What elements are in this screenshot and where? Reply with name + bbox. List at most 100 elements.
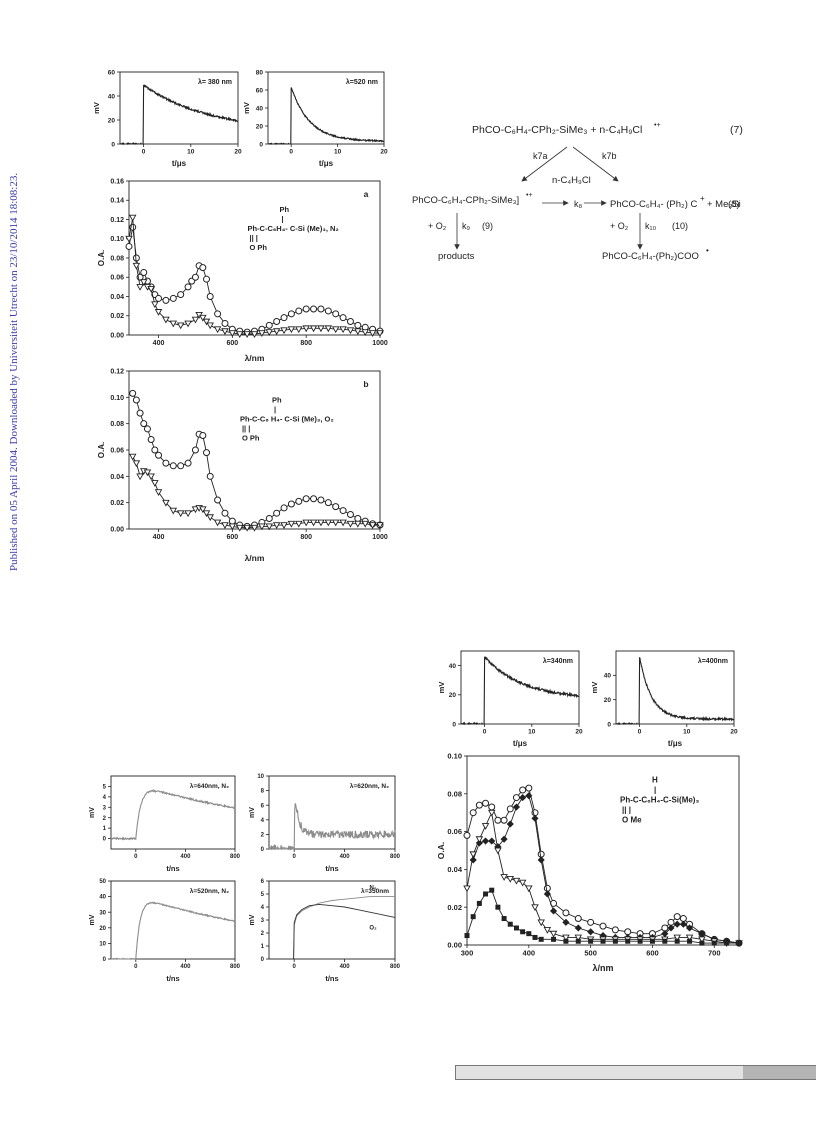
y-tick-label: 0.16 bbox=[110, 178, 124, 185]
diamond-marker bbox=[574, 924, 582, 932]
trace-520nm-n2: 0 400 800 0 10 20 30 40 50 t/ns mV λ=520nm, N₂ bbox=[89, 879, 241, 983]
x-axis-label: t/ns bbox=[166, 864, 179, 873]
scheme-cation-mark: + bbox=[700, 194, 705, 203]
scheme-peroxyl-dot: • bbox=[706, 246, 709, 255]
square-marker bbox=[489, 887, 495, 893]
square-marker bbox=[551, 936, 557, 942]
square-marker bbox=[588, 938, 594, 944]
x-tick-label: 600 bbox=[227, 340, 239, 347]
circle-marker bbox=[287, 500, 295, 508]
circle-marker bbox=[354, 321, 362, 329]
circle-marker bbox=[346, 318, 354, 326]
y-tick-label: 0.14 bbox=[110, 198, 124, 205]
circle-marker bbox=[280, 314, 288, 322]
circle-marker bbox=[324, 307, 332, 315]
y-tick-label: 0.08 bbox=[447, 789, 462, 798]
triangle-marker bbox=[221, 328, 229, 336]
x-tick-label: 1000 bbox=[372, 340, 388, 347]
triangle-marker bbox=[235, 524, 244, 532]
circle-marker bbox=[155, 451, 163, 459]
plot-title: λ=640nm, N₂ bbox=[190, 782, 229, 790]
triangle-marker bbox=[368, 522, 377, 529]
square-marker bbox=[520, 929, 526, 935]
x-tick-label: 800 bbox=[230, 964, 241, 970]
spectrum-b: 400 600 800 1000 0.00 0.02 0.04 0.06 0.08 0.10 0.1… bbox=[97, 368, 388, 563]
x-axis-label: t/ns bbox=[325, 864, 338, 873]
triangle-marker bbox=[287, 520, 296, 528]
circle-marker bbox=[475, 801, 483, 809]
y-tick-label: 0.10 bbox=[110, 395, 124, 402]
x-axis-label: t/μs bbox=[668, 739, 683, 748]
triangle-marker bbox=[199, 506, 207, 514]
circle-marker bbox=[506, 805, 514, 813]
diamond-marker bbox=[549, 907, 558, 915]
triangle-marker bbox=[191, 316, 200, 324]
circle-marker bbox=[162, 296, 170, 304]
y-tick-label: 0 bbox=[452, 721, 456, 728]
x-tick-label: 400 bbox=[340, 854, 351, 860]
y-tick-label: 0.02 bbox=[447, 903, 462, 912]
y-tick-label: 6 bbox=[261, 879, 265, 885]
y-tick-label: 20 bbox=[604, 697, 612, 704]
plot-frame bbox=[110, 880, 236, 960]
triangle-marker bbox=[132, 460, 141, 468]
series-line bbox=[132, 456, 380, 529]
y-axis-label: mV bbox=[92, 102, 101, 114]
y-tick-label: 60 bbox=[256, 87, 264, 94]
circle-marker bbox=[125, 242, 133, 250]
plot-title: λ=620nm, N₂ bbox=[350, 782, 389, 790]
plot-frame bbox=[268, 775, 396, 850]
triangle-marker bbox=[125, 235, 133, 243]
y-tick-label: 0.02 bbox=[110, 500, 124, 507]
trace-520nm: 0 10 20 0 20 40 60 80 t/μs mV λ=520 nm bbox=[242, 69, 388, 168]
triangle-marker bbox=[549, 930, 558, 938]
triangle-marker bbox=[309, 325, 318, 333]
circle-marker bbox=[624, 928, 632, 936]
kinetic-trace bbox=[267, 87, 385, 145]
y-tick-label: 3 bbox=[103, 805, 107, 811]
circle-marker bbox=[129, 389, 137, 397]
plot-group: 0 10 20 0 20 40 t/μs mV λ=340nm bbox=[437, 650, 583, 748]
reaction-scheme: PhCO-C₆H₄-CPh₂-SiMe₃ + n-C₄H₉Cl •+ (7) k… bbox=[412, 122, 743, 262]
circle-marker bbox=[155, 294, 163, 302]
diamond-marker bbox=[685, 924, 694, 932]
y-tick-label: 5 bbox=[103, 785, 107, 791]
triangle-marker bbox=[132, 262, 141, 270]
triangle-marker bbox=[354, 328, 362, 336]
circle-marker bbox=[332, 310, 340, 318]
diamond-marker bbox=[525, 792, 533, 800]
margin-note[interactable]: Published on 05 April 2004. Downloaded b… bbox=[8, 172, 20, 571]
triangle-marker bbox=[324, 325, 333, 333]
scheme-k10: k₁₀ bbox=[645, 221, 657, 231]
triangle-marker bbox=[162, 499, 170, 507]
y-tick-label: 1 bbox=[103, 826, 107, 832]
triangle-marker bbox=[506, 876, 515, 883]
scheme-reactant-sup: •+ bbox=[654, 122, 661, 129]
circle-marker bbox=[500, 816, 508, 824]
circle-marker bbox=[599, 922, 607, 930]
x-axis-label: λ/nm bbox=[245, 353, 265, 363]
triangle-marker bbox=[317, 519, 325, 527]
structure-line-1: H bbox=[652, 775, 658, 784]
circle-marker bbox=[132, 396, 140, 404]
triangle-marker bbox=[147, 473, 155, 481]
series-square bbox=[464, 887, 742, 946]
circle-marker bbox=[265, 514, 273, 522]
circle-marker bbox=[199, 264, 207, 272]
y-tick-label: 0.00 bbox=[110, 332, 124, 339]
triangle-marker bbox=[154, 489, 163, 497]
triangle-marker bbox=[169, 507, 178, 515]
scheme-products: products bbox=[438, 251, 475, 262]
triangle-marker bbox=[128, 214, 137, 222]
x-tick-label: 500 bbox=[584, 949, 597, 958]
y-tick-label: 0.04 bbox=[447, 865, 462, 874]
y-tick-label: 40 bbox=[449, 663, 457, 670]
x-tick-label: 300 bbox=[461, 949, 474, 958]
kinetic-trace bbox=[460, 656, 580, 726]
y-axis-label: mV bbox=[437, 682, 446, 694]
plot-group: 400 600 800 1000 0.00 0.02 0.04 0.06 0.08 0.10 0.1… bbox=[97, 368, 388, 563]
series-circle bbox=[463, 784, 743, 947]
triangle-marker bbox=[487, 809, 496, 817]
structure-line-3: Ph-C-C₆H₄-C-Si(Me)₃ bbox=[620, 795, 699, 804]
